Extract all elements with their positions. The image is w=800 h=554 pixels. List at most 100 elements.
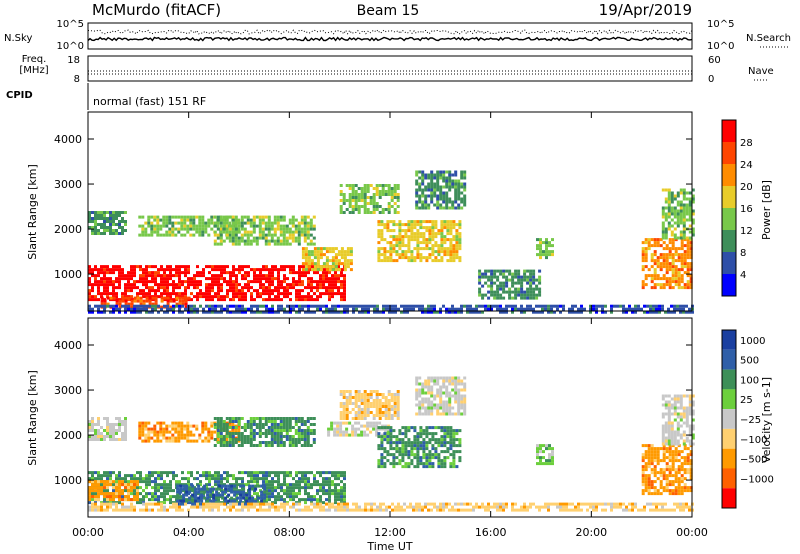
heatmap-cell: [285, 420, 289, 423]
heatmap-cell: [271, 277, 274, 281]
heatmap-cell: [154, 304, 157, 308]
heatmap-cell: [463, 173, 467, 177]
heatmap-cell: [232, 265, 235, 269]
heatmap-cell: [419, 223, 423, 227]
heatmap-cell: [345, 390, 349, 393]
heatmap-cell: [463, 304, 466, 308]
heatmap-cell: [162, 436, 166, 440]
heatmap-cell: [277, 271, 280, 275]
heatmap-cell: [283, 508, 286, 512]
heatmap-cell: [667, 197, 671, 201]
heatmap-cell: [682, 304, 685, 308]
heatmap-cell: [410, 226, 414, 230]
heatmap-cell: [277, 304, 280, 308]
heatmap-cell: [112, 223, 115, 226]
heatmap-cell: [109, 438, 112, 441]
heatmap-cell: [307, 492, 310, 496]
heatmap-cell: [304, 304, 307, 308]
heatmap-cell: [118, 299, 122, 303]
heatmap-cell: [670, 224, 674, 228]
heatmap-cell: [499, 272, 503, 276]
heatmap-cell: [97, 274, 100, 278]
heatmap-cell: [267, 432, 271, 435]
heatmap-cell: [307, 498, 310, 502]
heatmap-cell: [442, 170, 446, 174]
heatmap-cell: [88, 429, 91, 432]
heatmap-cell: [337, 259, 341, 263]
heatmap-cell: [601, 310, 604, 314]
heatmap-cell: [214, 265, 217, 269]
heatmap-cell: [234, 239, 238, 243]
heatmap-cell: [295, 295, 298, 299]
nsky-label: N.Sky: [4, 33, 32, 44]
heatmap-cell: [244, 283, 247, 287]
heatmap-cell: [337, 289, 340, 293]
heatmap-cell: [189, 215, 193, 219]
heatmap-cell: [213, 417, 217, 420]
heatmap-cell: [162, 430, 166, 434]
heatmap-cell: [144, 424, 148, 428]
heatmap-cell: [118, 305, 122, 309]
heatmap-cell: [529, 272, 533, 276]
heatmap-cell: [145, 265, 148, 269]
heatmap-cell: [154, 307, 157, 311]
heatmap-cell: [115, 474, 118, 478]
heatmap-cell: [183, 215, 187, 219]
heatmap-cell: [118, 483, 121, 487]
heatmap-cell: [163, 268, 166, 272]
heatmap-cell: [241, 477, 244, 481]
heatmap-cell: [294, 444, 298, 447]
heatmap-cell: [231, 420, 235, 423]
heatmap-cell: [457, 206, 461, 210]
heatmap-cell: [103, 495, 106, 499]
heatmap-cell: [183, 433, 187, 437]
heatmap-cell: [252, 221, 256, 225]
heatmap-cell: [415, 188, 419, 192]
heatmap-cell: [433, 185, 437, 189]
heatmap-cell: [288, 444, 292, 447]
heatmap-cell: [162, 221, 166, 225]
heatmap-cell: [686, 256, 690, 260]
heatmap-cell: [301, 477, 304, 481]
heatmap-cell: [357, 427, 361, 431]
heatmap-cell: [109, 268, 112, 272]
heatmap-cell: [641, 280, 645, 284]
heatmap-cell: [249, 426, 253, 429]
heatmap-cell: [148, 265, 151, 269]
heatmap-cell: [340, 498, 343, 502]
heatmap-cell: [280, 495, 283, 499]
heatmap-cell: [378, 211, 382, 214]
heatmap-cell: [256, 474, 259, 478]
heatmap-cell: [360, 196, 364, 199]
heatmap-cell: [499, 269, 503, 273]
heatmap-cell: [390, 193, 394, 196]
heatmap-cell: [103, 223, 106, 226]
heatmap-cell: [235, 292, 238, 296]
heatmap-cell: [264, 435, 268, 438]
heatmap-cell: [256, 274, 259, 278]
heatmap-cell: [325, 483, 328, 487]
heatmap-cell: [133, 274, 136, 278]
heatmap-cell: [404, 235, 408, 239]
heatmap-cell: [109, 505, 112, 509]
heatmap-cell: [150, 427, 154, 431]
heatmap-cell: [187, 265, 190, 269]
heatmap-cell: [334, 307, 337, 311]
heatmap-cell: [142, 292, 145, 296]
heatmap-cell: [343, 298, 346, 302]
heatmap-cell: [342, 430, 346, 434]
heatmap-cell: [277, 480, 280, 484]
heatmap-cell: [216, 218, 220, 222]
heatmap-cell: [157, 274, 160, 278]
heatmap-cell: [237, 239, 241, 243]
velocity-heatmap: [88, 376, 695, 512]
heatmap-cell: [118, 492, 121, 496]
heatmap-cell: [156, 436, 160, 440]
heatmap-cell: [112, 498, 115, 502]
heatmap-cell: [261, 221, 265, 225]
heatmap-cell: [259, 310, 262, 314]
heatmap-cell: [303, 230, 307, 234]
heatmap-cell: [310, 483, 313, 487]
heatmap-cell: [274, 298, 277, 302]
heatmap-cell: [166, 289, 169, 293]
